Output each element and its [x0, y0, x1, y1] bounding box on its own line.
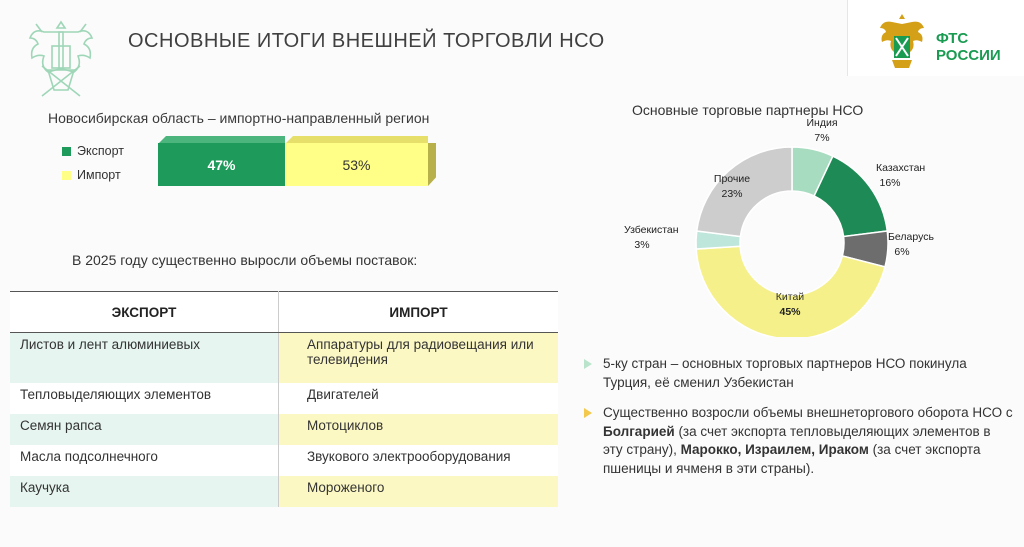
col-import-header: ИМПОРТ [278, 291, 558, 333]
import-cell: Мотоциклов [278, 414, 558, 445]
fts-logo: ФТС РОССИИ [847, 0, 1024, 76]
note-2-countries: Марокко, Израилем, Ираком [680, 442, 869, 457]
chart-title: Основные торговые партнеры НСО [632, 102, 864, 118]
region-subtitle: Новосибирская область – импортно-направл… [48, 110, 430, 126]
table-header-row: ЭКСПОРТ ИМПОРТ [10, 291, 558, 333]
share-bar-top [158, 136, 428, 144]
legend-export: Экспорт [62, 144, 124, 158]
legend-import: Импорт [62, 168, 121, 182]
fts-eagle-icon [880, 14, 924, 68]
slice-value-label: 6% [894, 246, 909, 258]
import-cell: Аппаратуры для радиовещания или телевиде… [278, 332, 558, 383]
table-row: Листов и лент алюминиевых Аппаратуры для … [10, 332, 558, 383]
logo-line-1: ФТС [936, 30, 969, 47]
slice-5 [695, 146, 793, 238]
share-bar-side [428, 143, 436, 186]
note-2-text: Существенно возросли объемы внешнеторгов… [603, 405, 1013, 476]
export-cell: Масла подсолнечного [10, 445, 279, 476]
slice-name-label: Прочие [714, 173, 750, 185]
legend-export-swatch [62, 147, 71, 157]
import-cell: Мороженого [278, 476, 558, 507]
note-1-text: 5-ку стран – основных торговых партнеров… [603, 356, 967, 390]
slice-value-label: 3% [634, 239, 649, 251]
note-2-part-e: (за счет экспорта пшеницы и ячменя в эти… [603, 442, 981, 476]
slice-name-label: Беларусь [888, 231, 934, 243]
bullet-arrow-icon [584, 359, 592, 369]
export-cell: Каучука [10, 476, 279, 507]
slice-value-label: 16% [879, 177, 900, 189]
logo-line-2: РОССИИ [936, 47, 1001, 64]
bullet-arrow-icon [584, 408, 592, 418]
growth-table: ЭКСПОРТ ИМПОРТ Листов и лент алюминиевых… [10, 291, 558, 507]
table-row: Тепловыделяющих элементов Двигателей [10, 383, 558, 414]
import-cell: Звукового электрооборудования [278, 445, 558, 476]
growth-heading: В 2025 году существенно выросли объемы п… [72, 252, 418, 268]
partners-donut-chart: Индия 7% Казахстан 16% Беларусь 6% Китай 45% Узб… [624, 117, 934, 337]
note-1: 5-ку стран – основных торговых партнеров… [583, 355, 1013, 392]
slice-3 [695, 245, 886, 337]
slice-name-label: Китай [776, 291, 805, 303]
share-import-value: 53% [342, 156, 371, 173]
share-bar: 47% 53% [158, 143, 436, 186]
export-cell: Листов и лент алюминиевых [10, 332, 279, 383]
legend-import-label: Импорт [77, 168, 121, 182]
notes: 5-ку стран – основных торговых партнеров… [583, 355, 1013, 490]
import-cell: Двигателей [278, 383, 558, 414]
export-cell: Тепловыделяющих элементов [10, 383, 279, 414]
note-2: Существенно возросли объемы внешнеторгов… [583, 404, 1013, 478]
slice-name-label: Индия [806, 117, 837, 129]
slice-name-label: Узбекистан [624, 224, 679, 236]
customs-emblem-icon [28, 20, 94, 97]
legend-import-swatch [62, 171, 71, 181]
share-export-value: 47% [207, 156, 236, 173]
fts-logo-text: ФТС РОССИИ [936, 30, 1001, 64]
page-title: ОСНОВНЫЕ ИТОГИ ВНЕШНЕЙ ТОРГОВЛИ НСО [128, 30, 605, 52]
table-row: Семян рапса Мотоциклов [10, 414, 558, 445]
slice-name-label: Казахстан [876, 162, 925, 174]
col-export-header: ЭКСПОРТ [10, 291, 279, 333]
slice-value-label: 45% [779, 306, 801, 318]
export-cell: Семян рапса [10, 414, 279, 445]
slice-value-label: 7% [814, 132, 829, 144]
note-2-part-c: (за счет экспорта тепловыделяющих элемен… [603, 423, 991, 458]
legend-export-label: Экспорт [77, 144, 124, 158]
share-bar-import: 53% [285, 143, 428, 186]
note-2-part-a: Существенно возросли объемы внешнеторгов… [603, 405, 1013, 420]
slice-value-label: 23% [721, 188, 742, 200]
note-2-bulgaria: Болгарией [603, 423, 675, 439]
share-bar-export: 47% [158, 143, 285, 186]
table-row: Масла подсолнечного Звукового электрообор… [10, 445, 558, 476]
table-row: Каучука Мороженого [10, 476, 558, 507]
